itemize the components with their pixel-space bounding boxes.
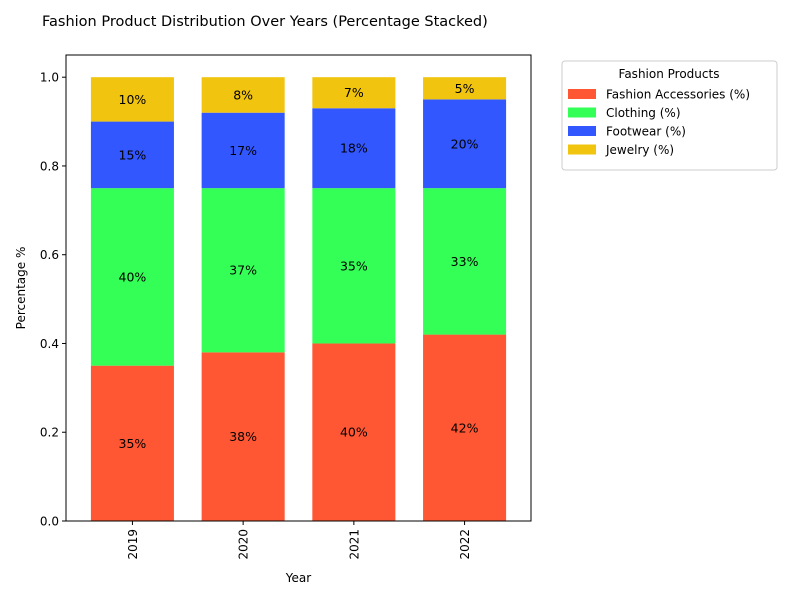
bar-value-label: 18%: [340, 141, 368, 156]
x-axis-label: Year: [285, 571, 311, 585]
x-tick-label: 2022: [458, 529, 472, 560]
legend-swatch: [568, 126, 596, 136]
chart-title: Fashion Product Distribution Over Years …: [42, 14, 488, 30]
bar-segment: [423, 188, 507, 335]
bar-segment: [312, 108, 396, 189]
bar-segment: [201, 112, 285, 189]
bar-value-label: 40%: [119, 269, 147, 284]
bar-segment: [312, 77, 396, 109]
bar-segment: [90, 365, 174, 521]
y-axis-label: Percentage %: [14, 247, 28, 330]
bar-value-label: 7%: [344, 85, 364, 100]
x-tick-label: 2021: [347, 529, 361, 560]
bar-segment: [90, 77, 174, 122]
bar-segment: [423, 334, 507, 521]
bar-segment: [312, 188, 396, 344]
bar-segment: [90, 121, 174, 189]
legend-swatch: [568, 89, 596, 99]
plot-area: 35% 40% 15% 10% 2019 38% 37% 17% 8% 2020 40% 35% 18%…: [40, 71, 507, 560]
bar-segment: [90, 188, 174, 366]
plot-frame: [65, 54, 532, 522]
bar-value-label: 37%: [229, 263, 257, 278]
bar-segment: [312, 343, 396, 521]
bar-value-label: 8%: [233, 87, 253, 102]
legend-entry-label: Fashion Accessories (%): [606, 88, 750, 102]
bar-segment: [423, 77, 507, 100]
bar-value-label: 40%: [340, 425, 368, 440]
y-tick-label: 0.6: [40, 248, 59, 262]
legend-entry-label: Footwear (%): [606, 125, 686, 139]
bar-value-label: 35%: [340, 258, 368, 273]
y-tick-label: 0.4: [40, 337, 59, 351]
legend-entry-label: Jewelry (%): [605, 143, 674, 157]
bar-value-label: 20%: [451, 136, 479, 151]
y-tick-label: 0.0: [40, 515, 59, 529]
bar-segment: [423, 99, 507, 189]
legend-title: Fashion Products: [619, 67, 720, 81]
bar-value-label: 33%: [451, 254, 479, 269]
bar-value-label: 42%: [451, 420, 479, 435]
bar-value-label: 17%: [229, 143, 257, 158]
legend-swatch: [568, 107, 596, 118]
x-tick-label: 2019: [126, 529, 140, 560]
bar-value-label: 38%: [229, 429, 257, 444]
bar-segment: [201, 352, 285, 521]
legend-frame: [561, 60, 778, 171]
bar-value-label: 10%: [119, 92, 147, 107]
legend: Fashion Products Fashion Accessories (%)…: [561, 60, 778, 171]
bar-value-label: 5%: [455, 81, 475, 96]
x-tick-label: 2020: [237, 529, 251, 560]
legend-entry-label: Clothing (%): [606, 106, 681, 120]
bar-value-label: 15%: [119, 147, 147, 162]
bar-segment: [201, 77, 285, 113]
bar-segment: [201, 188, 285, 353]
bar-value-label: 35%: [119, 436, 147, 451]
y-tick-label: 0.8: [40, 159, 59, 173]
legend-swatch: [568, 144, 596, 155]
y-tick-label: 0.2: [40, 426, 59, 440]
y-tick-label: 1.0: [40, 71, 59, 85]
